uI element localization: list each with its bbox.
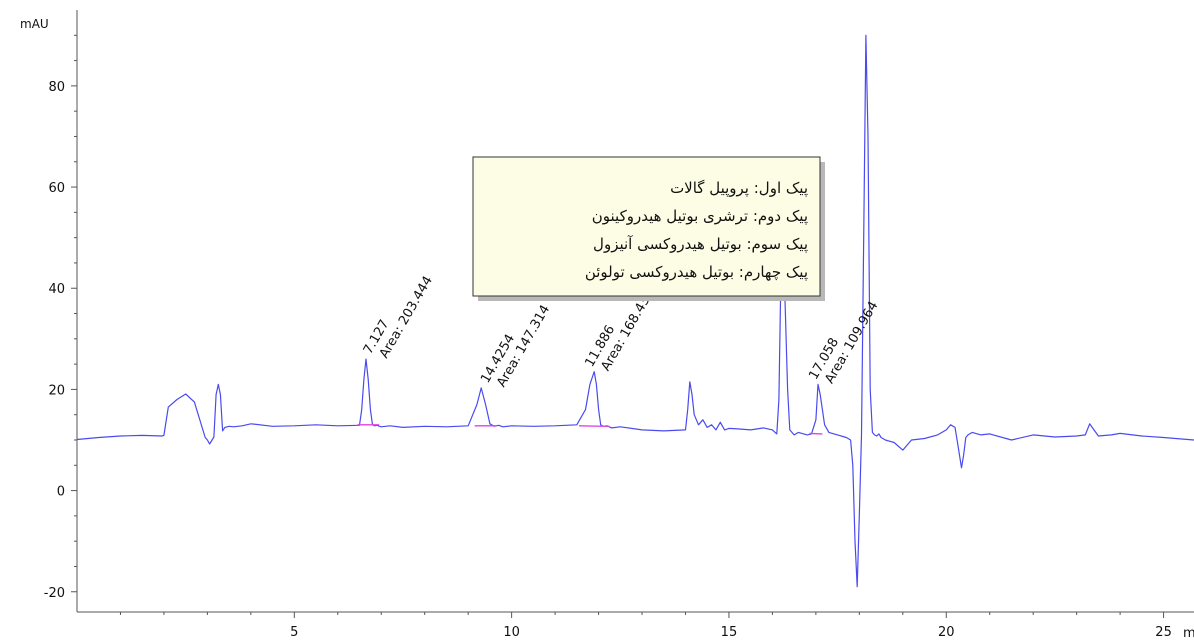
y-tick-label: 20 (48, 383, 65, 398)
y-axis-unit: mAU (20, 17, 49, 31)
x-tick-label: 20 (938, 625, 955, 640)
x-tick-label: 10 (503, 625, 520, 640)
legend-line-text: پیک دوم: ترشری بوتیل هیدروکینون (592, 207, 808, 226)
axes: -20 0 20 40 60 80 5 10 15 20 25 (44, 10, 1194, 640)
y-tick-label: 40 (48, 282, 65, 297)
legend-line-text: پیک چهارم: بوتیل هیدروکسی تولوئن (585, 263, 808, 282)
plot-area (76, 34, 1194, 588)
y-tick-label: 60 (48, 181, 65, 196)
integration-baseline (809, 432, 823, 435)
peak-area-label: Area: 203.444 (377, 274, 436, 361)
x-tick-label: 25 (1155, 625, 1172, 640)
x-tick-label: 5 (290, 625, 298, 640)
legend-box: پیک اول: پروپیل گالات پیک دوم: ترشری بوتی… (472, 156, 825, 301)
x-tick-label: 15 (721, 625, 738, 640)
signal-trace (76, 34, 1194, 588)
y-tick-label: 0 (57, 485, 65, 500)
x-axis-unit: m (1183, 626, 1194, 641)
y-tick-label: -20 (44, 586, 65, 601)
legend-line-text: پیک اول: پروپیل گالات (670, 179, 808, 198)
y-tick-label: 80 (48, 80, 65, 95)
legend-line-text: پیک سوم: بوتیل هیدروکسی آنیزول (593, 235, 808, 254)
legend-frame (472, 156, 821, 297)
integration-baseline (578, 425, 610, 427)
